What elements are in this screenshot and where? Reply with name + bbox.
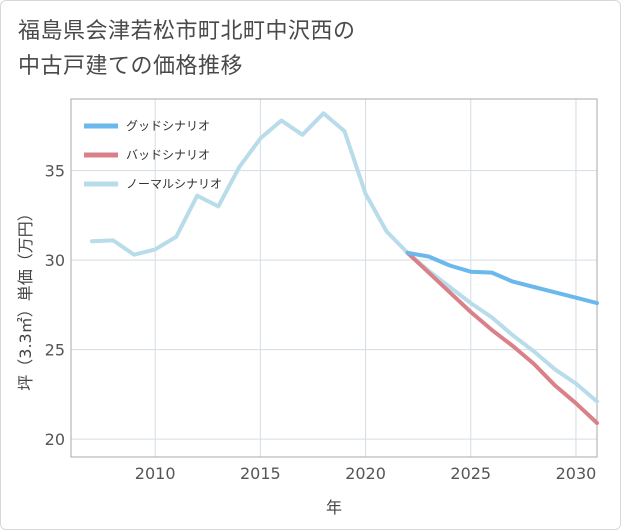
bad-scenario-line [405,250,599,425]
x-axis-label: 年 [326,498,342,517]
x-tick-label: 2010 [135,464,176,483]
legend-item-bad: バッドシナリオ [84,148,210,162]
legend-item-good: グッドシナリオ [84,119,210,133]
grid-layer [71,99,597,457]
legend-label: ノーマルシナリオ [126,177,222,191]
y-tick-label: 25 [45,341,65,360]
chart-title-line-2: 中古戸建ての価格推移 [18,54,244,79]
x-tick-label: 2015 [240,464,281,483]
series-layer [90,111,599,425]
y-axis-label: 坪（3.3㎡）単価（万円） [16,205,35,390]
good-scenario-line [405,250,599,306]
y-tick-label: 35 [45,162,65,181]
legend-label: バッドシナリオ [126,148,210,162]
y-tick-label: 20 [45,430,65,449]
x-tick-label: 2030 [556,464,597,483]
x-tick-label: 2020 [345,464,386,483]
chart-title-line-1: 福島県会津若松市町北町中沢西の [18,19,356,44]
normal-scenario-line [90,111,599,404]
x-tick-label: 2025 [450,464,491,483]
y-tick-label: 30 [45,251,65,270]
legend-item-normal: ノーマルシナリオ [84,177,222,191]
plot-frame [70,98,598,458]
chart-title: 福島県会津若松市町北町中沢西の 中古戸建ての価格推移 [18,14,356,84]
legend-label: グッドシナリオ [126,119,210,133]
